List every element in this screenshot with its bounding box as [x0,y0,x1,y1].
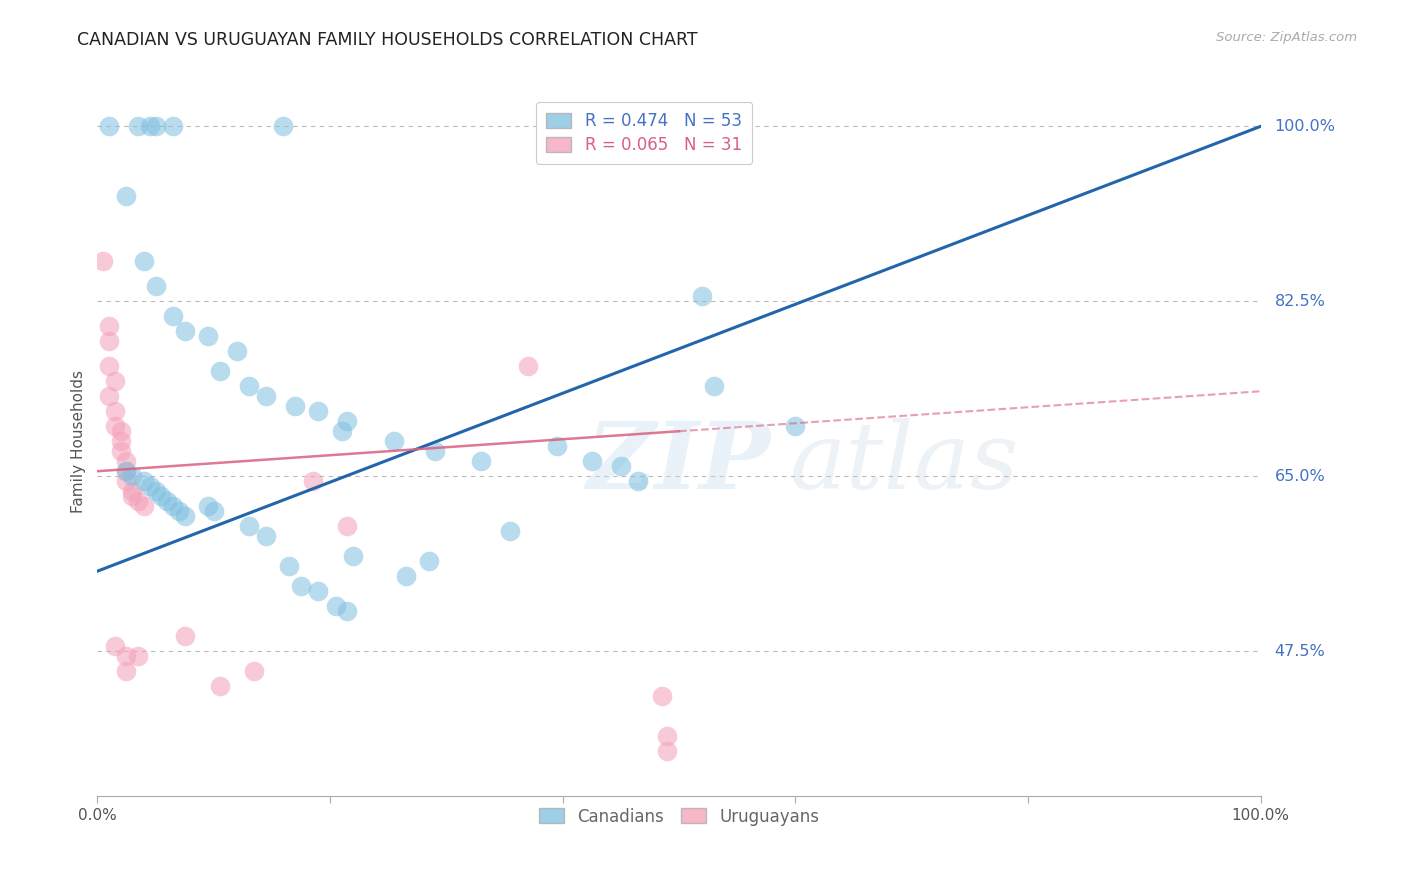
Point [238,519,260,533]
Point [499,524,522,539]
Point [98,120,121,134]
Point [785,419,807,434]
Point [342,549,364,564]
Point [127,120,149,134]
Point [132,474,155,488]
Point [208,364,231,378]
Point [173,509,195,524]
Point [110,434,132,449]
Point [115,474,138,488]
Text: ZIP: ZIP [586,417,770,508]
Point [104,419,127,434]
Point [115,664,138,678]
Point [651,689,673,703]
Point [98,389,121,403]
Text: Source: ZipAtlas.com: Source: ZipAtlas.com [1216,31,1357,45]
Point [202,504,225,518]
Point [382,434,405,449]
Point [546,439,568,453]
Text: 0.0%: 0.0% [77,808,117,823]
Point [423,444,446,458]
Point [307,404,329,418]
Text: 100.0%: 100.0% [1275,119,1336,134]
Point [91,254,114,268]
Point [121,484,143,499]
Point [657,744,679,758]
Point [156,494,179,508]
Point [610,459,633,474]
Legend: Canadians, Uruguayans: Canadians, Uruguayans [530,799,827,834]
Point [627,474,650,488]
Point [138,479,160,493]
Point [110,444,132,458]
Point [132,499,155,513]
Point [162,120,184,134]
Point [127,649,149,664]
Point [173,324,195,338]
Point [226,344,249,359]
Point [254,389,277,403]
Point [173,629,195,643]
Point [104,374,127,388]
Point [307,584,329,599]
Point [290,579,312,593]
Text: 65.0%: 65.0% [1275,468,1326,483]
Point [167,504,190,518]
Point [273,120,295,134]
Point [127,494,149,508]
Point [98,334,121,349]
Point [121,489,143,503]
Point [208,679,231,693]
Point [98,319,121,334]
Point [104,639,127,653]
Point [395,569,418,583]
Point [278,559,301,574]
Point [145,120,167,134]
Point [138,120,160,134]
Point [98,359,121,374]
Text: 47.5%: 47.5% [1275,644,1326,658]
Point [110,424,132,438]
Point [703,379,725,393]
Text: CANADIAN VS URUGUAYAN FAMILY HOUSEHOLDS CORRELATION CHART: CANADIAN VS URUGUAYAN FAMILY HOUSEHOLDS … [77,31,697,49]
Point [150,489,173,503]
Point [115,464,138,478]
Point [336,519,359,533]
Point [197,499,219,513]
Point [162,310,184,324]
Point [516,359,538,374]
Point [254,529,277,543]
Point [238,379,260,393]
Point [330,424,353,438]
Point [115,189,138,203]
Text: atlas: atlas [790,417,1019,508]
Point [336,604,359,618]
Point [162,499,184,513]
Text: 82.5%: 82.5% [1275,293,1326,309]
Point [115,464,138,478]
Point [284,399,307,413]
Point [104,404,127,418]
Point [301,474,323,488]
Point [145,279,167,293]
Point [115,649,138,664]
Point [418,554,440,568]
Point [115,454,138,468]
Y-axis label: Family Households: Family Households [72,369,86,513]
Point [690,289,713,303]
Point [336,414,359,428]
Point [132,254,155,268]
Point [121,469,143,483]
Point [581,454,603,468]
Point [470,454,492,468]
Point [197,329,219,343]
Point [243,664,266,678]
Point [145,484,167,499]
Text: 100.0%: 100.0% [1232,808,1289,823]
Point [657,729,679,743]
Point [325,599,347,614]
